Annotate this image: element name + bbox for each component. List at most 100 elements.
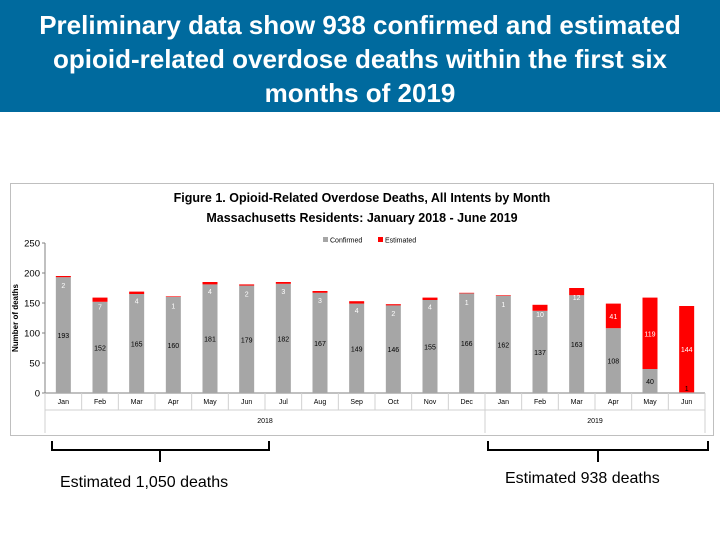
- bar-confirmed-15: [605, 328, 621, 393]
- data-label-estimated: 119: [644, 331, 655, 338]
- bar-estimated-15: [605, 303, 621, 329]
- data-label-confirmed: 1: [685, 386, 689, 393]
- data-label-estimated: 1: [465, 300, 469, 307]
- y-tick-label: 100: [24, 329, 40, 340]
- data-label-estimated: 4: [208, 289, 212, 296]
- x-tick-label: Mar: [571, 399, 584, 406]
- x-tick-label: Feb: [534, 399, 546, 406]
- bar-estimated-4: [202, 282, 218, 285]
- x-tick-label: Oct: [388, 399, 399, 406]
- data-label-confirmed: 166: [461, 341, 473, 348]
- data-label-estimated: 144: [681, 347, 693, 354]
- data-label-confirmed: 182: [277, 336, 289, 343]
- data-label-confirmed: 146: [387, 347, 399, 354]
- y-axis-label: Number of deaths: [11, 283, 20, 352]
- bar-estimated-5: [239, 284, 255, 286]
- data-label-estimated: 4: [135, 299, 139, 306]
- data-label-confirmed: 162: [497, 342, 509, 349]
- bar-confirmed-12: [495, 295, 511, 393]
- chart-subtitle: Massachusetts Residents: January 2018 - …: [206, 211, 517, 225]
- annotation-2019-estimate: Estimated 938 deaths: [505, 470, 660, 487]
- bar-estimated-8: [349, 301, 365, 304]
- data-label-estimated: 1: [501, 302, 505, 309]
- bar-confirmed-3: [165, 297, 181, 393]
- bar-confirmed-17: [679, 392, 695, 393]
- x-tick-label: Jan: [58, 399, 69, 406]
- data-label-confirmed: 181: [204, 337, 216, 344]
- bar-confirmed-0: [55, 277, 71, 393]
- data-label-confirmed: 163: [571, 342, 583, 349]
- legend-swatch-confirmed: [323, 237, 328, 242]
- bar-estimated-1: [92, 297, 108, 302]
- bar-estimated-3: [165, 296, 181, 297]
- data-label-confirmed: 155: [424, 345, 436, 352]
- data-label-estimated: 10: [536, 312, 544, 319]
- bar-estimated-11: [459, 292, 475, 294]
- bar-estimated-17: [679, 306, 695, 393]
- bar-estimated-0: [55, 276, 71, 278]
- bar-estimated-7: [312, 291, 328, 293]
- data-label-estimated: 41: [609, 314, 617, 321]
- bar-estimated-6: [275, 282, 291, 284]
- y-tick-label: 0: [35, 389, 40, 400]
- legend-label-estimated: Estimated: [385, 238, 416, 245]
- bar-estimated-12: [495, 295, 511, 296]
- x-group-label-2018: 2018: [257, 418, 273, 425]
- data-label-estimated: 7: [98, 305, 102, 312]
- x-tick-label: Jun: [241, 399, 252, 406]
- x-tick-label: Feb: [94, 399, 106, 406]
- x-tick-label: May: [643, 399, 657, 406]
- data-label-estimated: 3: [318, 298, 322, 305]
- bar-confirmed-7: [312, 292, 328, 393]
- annotation-2018-estimate: Estimated 1,050 deaths: [60, 474, 229, 491]
- x-tick-label: Nov: [424, 399, 437, 406]
- y-tick-label: 150: [24, 299, 40, 310]
- data-label-estimated: 2: [245, 291, 249, 298]
- bar-confirmed-9: [385, 305, 401, 393]
- data-label-estimated: 4: [355, 308, 359, 315]
- data-label-confirmed: 179: [241, 337, 253, 344]
- bar-confirmed-4: [202, 284, 218, 393]
- opioid-deaths-chart: Figure 1. Opioid-Related Overdose Deaths…: [11, 191, 706, 433]
- x-tick-label: Apr: [608, 399, 620, 406]
- bar-confirmed-1: [92, 301, 108, 393]
- data-label-confirmed: 40: [646, 379, 654, 386]
- x-tick-label: Jun: [681, 399, 692, 406]
- data-label-estimated: 4: [428, 305, 432, 312]
- bar-confirmed-14: [569, 295, 585, 393]
- x-tick-label: Mar: [131, 399, 144, 406]
- data-label-confirmed: 160: [167, 343, 179, 350]
- data-label-estimated: 2: [391, 311, 395, 318]
- bracket-2018: [51, 441, 270, 462]
- y-tick-label: 250: [24, 239, 40, 250]
- x-tick-label: May: [203, 399, 217, 406]
- bar-estimated-14: [569, 288, 585, 296]
- data-label-confirmed: 108: [607, 359, 619, 366]
- data-label-confirmed: 193: [57, 333, 69, 340]
- bar-confirmed-8: [349, 303, 365, 393]
- title-banner: Preliminary data show 938 confirmed and …: [0, 0, 720, 112]
- data-label-confirmed: 152: [94, 345, 106, 352]
- x-tick-label: Apr: [168, 399, 180, 406]
- x-tick-label: Aug: [314, 399, 327, 406]
- x-tick-label: Sep: [350, 399, 363, 406]
- bar-confirmed-5: [239, 285, 255, 393]
- data-label-confirmed: 137: [534, 350, 546, 357]
- x-group-label-2019: 2019: [587, 418, 603, 425]
- data-label-confirmed: 149: [351, 346, 363, 353]
- y-tick-label: 200: [24, 269, 40, 280]
- chart-title: Figure 1. Opioid-Related Overdose Deaths…: [174, 191, 551, 205]
- bar-confirmed-2: [129, 294, 145, 393]
- data-label-confirmed: 167: [314, 341, 326, 348]
- bar-estimated-2: [129, 291, 145, 294]
- data-label-estimated: 2: [61, 283, 65, 290]
- bar-confirmed-16: [642, 369, 658, 393]
- bracket-2019: [487, 441, 709, 462]
- bar-confirmed-13: [532, 310, 548, 393]
- data-label-estimated: 1: [171, 303, 175, 310]
- bar-estimated-13: [532, 304, 548, 311]
- slide-title: Preliminary data show 938 confirmed and …: [39, 10, 681, 108]
- legend-swatch-estimated: [378, 237, 383, 242]
- bar-estimated-9: [385, 304, 401, 306]
- bar-confirmed-6: [275, 283, 291, 393]
